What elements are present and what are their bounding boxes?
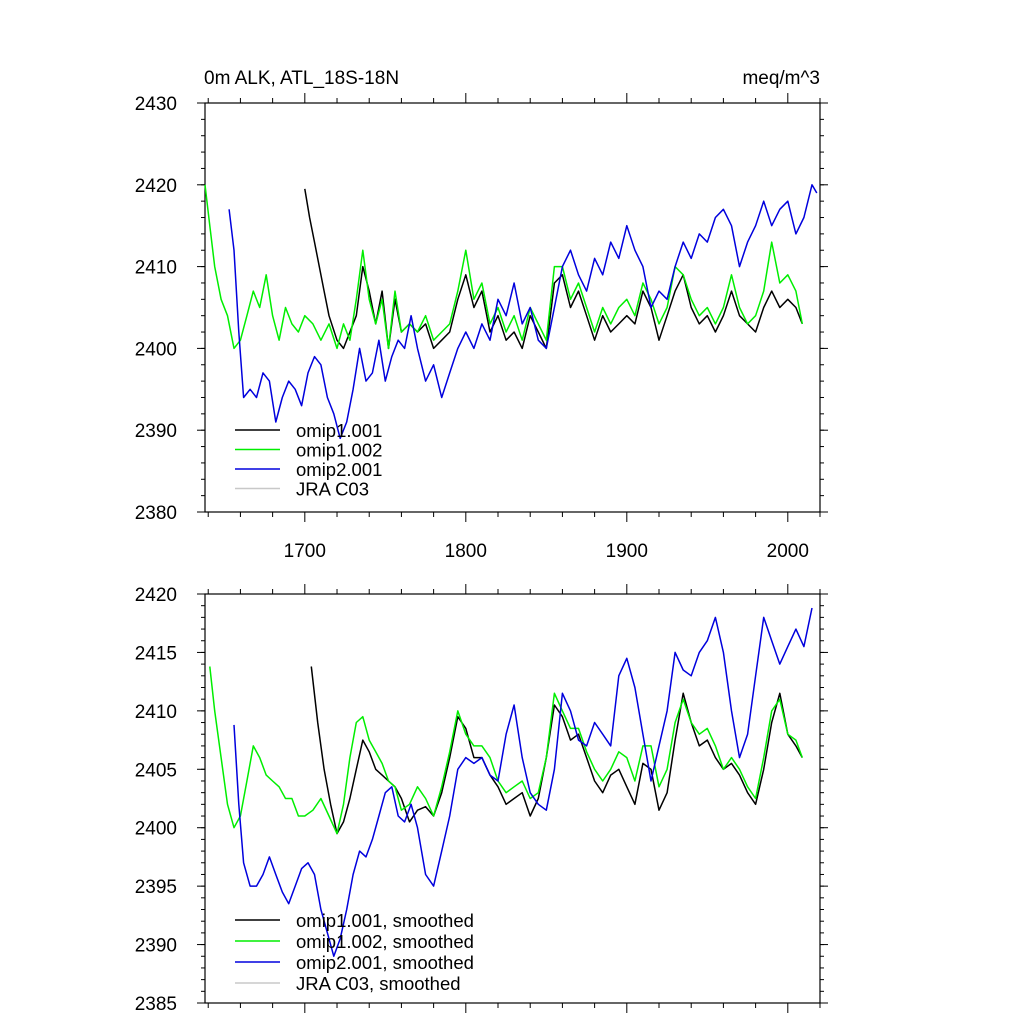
top-panel-units: meq/m^3	[742, 68, 820, 89]
x-tick-label: 1900	[606, 541, 648, 562]
plot-frame	[204, 102, 821, 513]
plot-frame	[204, 593, 821, 1004]
series-line	[209, 666, 804, 835]
y-tick-label: 2420	[135, 176, 177, 197]
y-tick-label: 2400	[135, 819, 177, 840]
y-tick-label: 2430	[135, 94, 177, 115]
x-tick-label: 1800	[445, 541, 487, 562]
series-line	[204, 184, 804, 350]
y-tick-label: 2420	[135, 585, 177, 606]
y-tick-label: 2415	[135, 643, 177, 664]
legend-label: omip1.002	[296, 440, 382, 461]
x-tick-label: 1700	[284, 541, 326, 562]
y-tick-label: 2390	[135, 936, 177, 957]
top-panel-title: 0m ALK, ATL_18S-18N	[204, 68, 399, 89]
y-tick-label: 2380	[135, 503, 177, 524]
legend-label: JRA C03	[296, 479, 369, 500]
y-tick-label: 2400	[135, 339, 177, 360]
series-line	[233, 607, 813, 958]
legend-label: omip1.001, smoothed	[296, 910, 474, 931]
x-tick-label: 2000	[767, 541, 809, 562]
legend-label: JRA C03, smoothed	[296, 973, 461, 994]
series-line	[304, 188, 803, 350]
legend-label: omip1.001	[296, 420, 382, 441]
legend-label: omip2.001, smoothed	[296, 952, 474, 973]
legend-label: omip2.001	[296, 459, 382, 480]
y-tick-label: 2385	[135, 994, 177, 1015]
bottom-panel: 2385 2390 2395 2400 2405 2410 2415 2420 omip1.0…	[135, 584, 828, 1015]
y-tick-label: 2405	[135, 760, 177, 781]
legend-label: omip1.002, smoothed	[296, 931, 474, 952]
y-tick-label: 2410	[135, 258, 177, 279]
top-panel: 0m ALK, ATL_18S-18N meq/m^3 2380 2390 2400…	[135, 68, 828, 562]
y-tick-label: 2410	[135, 702, 177, 723]
y-tick-label: 2395	[135, 877, 177, 898]
y-tick-label: 2390	[135, 421, 177, 442]
series-line	[228, 184, 818, 440]
